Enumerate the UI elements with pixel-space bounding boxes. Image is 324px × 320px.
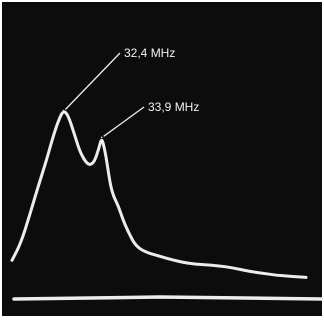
data-point — [58, 118, 60, 120]
annotation-label: 33,9 MHz — [148, 100, 199, 114]
data-point — [37, 184, 40, 187]
baseline-trace — [12, 295, 324, 301]
data-point — [84, 161, 87, 163]
data-point — [20, 242, 22, 244]
data-point — [106, 165, 109, 167]
data-point — [128, 233, 131, 236]
data-point — [143, 251, 146, 253]
data-point — [78, 150, 81, 152]
annotation-leader — [103, 106, 145, 137]
data-point — [11, 259, 13, 262]
data-point — [172, 259, 175, 262]
data-point — [158, 255, 160, 257]
data-point — [305, 276, 307, 279]
data-point — [117, 203, 119, 206]
data-point — [93, 161, 96, 163]
data-point — [261, 272, 263, 275]
data-point — [46, 156, 49, 159]
data-point — [290, 275, 293, 278]
series-line — [10, 110, 308, 279]
annotation-leader — [64, 52, 121, 110]
data-point — [122, 221, 125, 223]
data-point — [100, 136, 103, 139]
data-point — [217, 264, 219, 267]
data-point — [103, 148, 106, 150]
data-point — [246, 270, 248, 272]
data-point — [231, 267, 234, 269]
data-point — [72, 131, 75, 133]
data-point — [52, 135, 54, 137]
data-point — [275, 274, 278, 277]
data-point — [67, 114, 69, 116]
data-point — [187, 262, 190, 265]
data-point — [28, 214, 31, 217]
screen-background — [2, 2, 322, 316]
annotation-label: 32,4 MHz — [124, 46, 175, 60]
data-point — [89, 164, 91, 166]
data-point — [97, 148, 100, 150]
data-point — [62, 109, 65, 112]
data-point — [109, 184, 112, 187]
data-point — [112, 195, 115, 197]
data-point — [202, 263, 204, 266]
data-point — [134, 244, 137, 247]
